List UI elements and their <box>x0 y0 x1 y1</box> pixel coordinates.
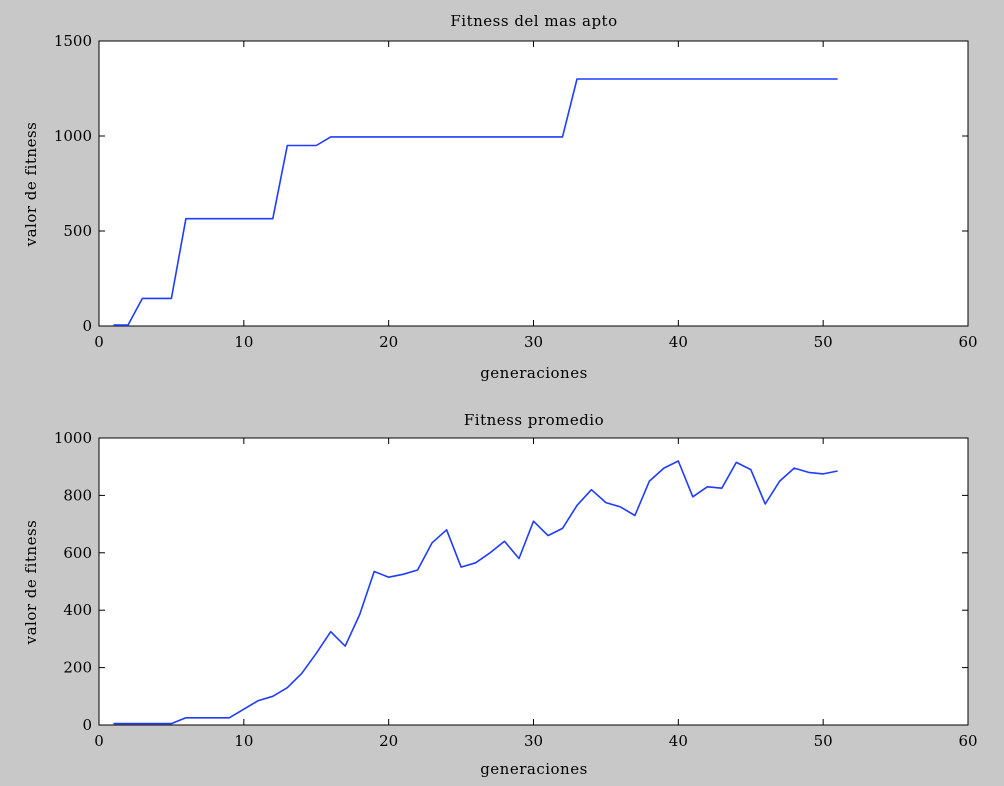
y-tick-label: 1500 <box>54 32 92 50</box>
x-axis-label: generaciones <box>480 760 588 778</box>
x-tick-label: 30 <box>524 732 543 750</box>
x-tick-label: 40 <box>669 333 688 351</box>
x-tick-label: 0 <box>94 333 104 351</box>
y-tick-label: 600 <box>63 544 92 562</box>
subplot-average-fitness: Fitness promedio 0 10 20 30 40 50 600200400600… <box>22 411 978 778</box>
chart-title: Fitness del mas apto <box>450 12 617 30</box>
x-tick-label: 50 <box>814 732 833 750</box>
x-tick-label: 30 <box>524 333 543 351</box>
x-tick-label: 0 <box>94 732 104 750</box>
x-tick-label: 50 <box>814 333 833 351</box>
plot-area: 0 10 20 30 40 50 60 0 500 1000 1500 <box>54 32 978 351</box>
y-axis-label: valor de fitness <box>22 122 40 248</box>
x-tick-label: 10 <box>234 732 253 750</box>
y-tick-label: 0 <box>82 317 92 335</box>
y-tick-label: 400 <box>63 601 92 619</box>
y-tick-label: 500 <box>63 222 92 240</box>
x-tick-label: 20 <box>379 732 398 750</box>
y-tick-label: 1000 <box>54 127 92 145</box>
y-tick-label: 0 <box>82 716 92 734</box>
y-tick-label: 1000 <box>54 429 92 447</box>
y-axis-label: valor de fitness <box>22 520 40 646</box>
y-tick-label: 800 <box>63 486 92 504</box>
axes-box <box>98 40 969 327</box>
y-tick-label: 200 <box>63 659 92 677</box>
x-axis-label: generaciones <box>480 364 588 382</box>
x-tick-label: 60 <box>958 732 977 750</box>
x-tick-label: 40 <box>669 732 688 750</box>
chart-title: Fitness promedio <box>464 411 604 429</box>
x-tick-label: 60 <box>958 333 977 351</box>
x-tick-label: 10 <box>234 333 253 351</box>
series-line <box>113 460 838 725</box>
series-line <box>113 78 838 326</box>
x-tick-label: 20 <box>379 333 398 351</box>
axes-box <box>98 437 969 726</box>
subplot-best-fitness: Fitness del mas apto 0 10 20 30 40 50 60 0 500 10… <box>22 12 978 382</box>
